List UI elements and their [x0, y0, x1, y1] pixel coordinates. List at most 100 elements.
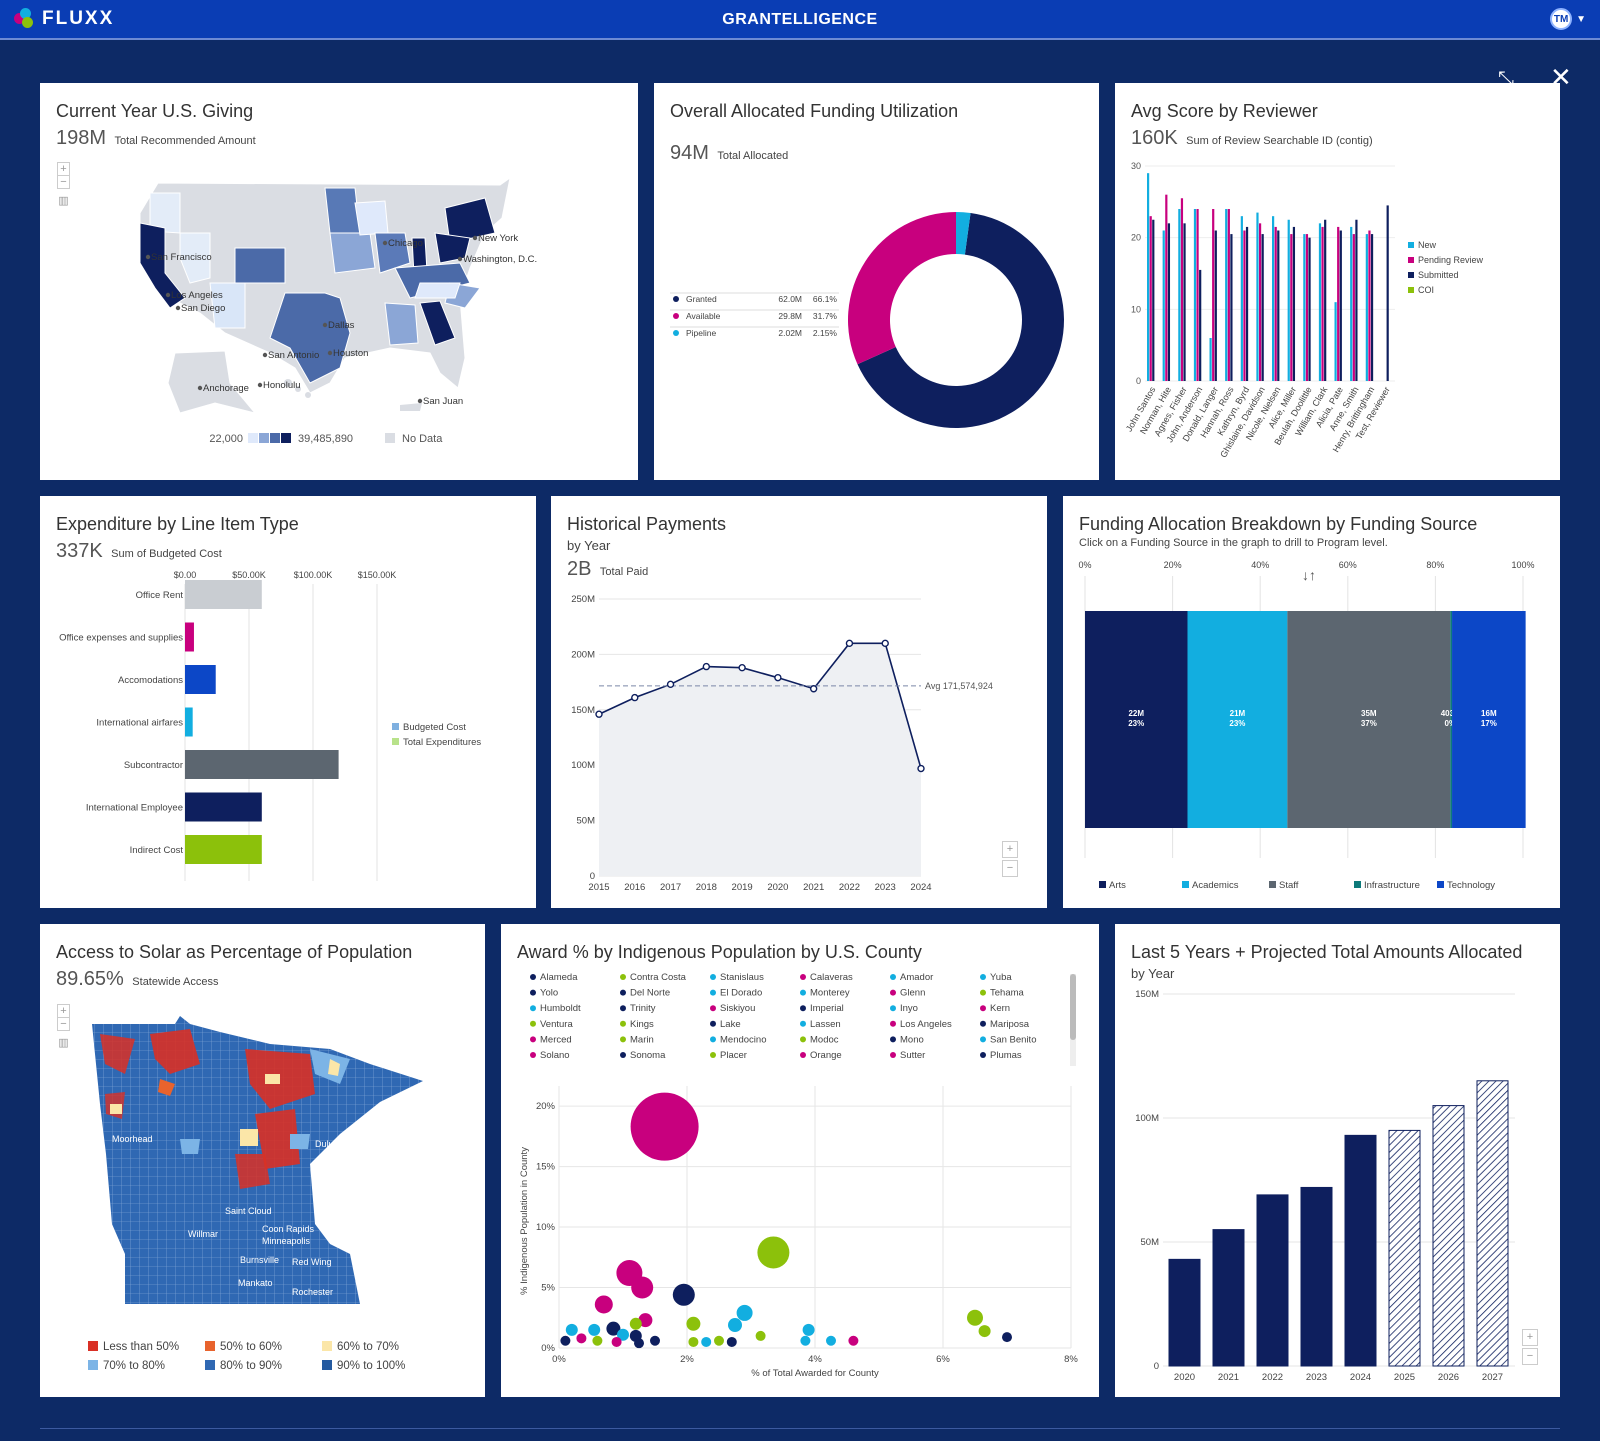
- state-shape[interactable]: [92, 1016, 423, 1304]
- legend-label[interactable]: El Dorado: [720, 988, 762, 999]
- bar[interactable]: [1256, 1194, 1289, 1367]
- bar[interactable]: [185, 835, 262, 864]
- legend-label[interactable]: Modoc: [810, 1034, 839, 1045]
- legend-label[interactable]: Alameda: [540, 972, 578, 983]
- data-point[interactable]: [595, 710, 603, 718]
- funding-breakdown-chart[interactable]: 0% 20% 40% 60% 80% 100%↓↑22M23%21M23%35M37%40…: [1063, 496, 1560, 908]
- bar-submitted[interactable]: [1167, 223, 1171, 381]
- legend-label[interactable]: Humboldt: [540, 1003, 581, 1014]
- legend-label[interactable]: Del Norte: [630, 988, 670, 999]
- legend-label[interactable]: Los Angeles: [900, 1019, 952, 1030]
- bar-pending-review[interactable]: [1258, 223, 1262, 381]
- legend-label[interactable]: 60% to 70%: [337, 1341, 399, 1353]
- bar-new[interactable]: [1272, 216, 1275, 381]
- bar-new[interactable]: [1365, 234, 1368, 381]
- scatter-point[interactable]: [588, 1323, 601, 1336]
- bar-pending-review[interactable]: [1337, 226, 1340, 381]
- bar-new[interactable]: [1256, 212, 1259, 381]
- scatter-point[interactable]: [701, 1336, 712, 1347]
- legend-label[interactable]: Ventura: [540, 1019, 573, 1030]
- legend-label[interactable]: Pending Review: [1418, 255, 1484, 265]
- data-point[interactable]: [702, 662, 711, 671]
- legend-label[interactable]: Staff: [1279, 880, 1299, 891]
- sort-icon[interactable]: ↓↑: [1302, 567, 1316, 583]
- bar-submitted[interactable]: [1386, 205, 1389, 381]
- scatter-point[interactable]: [714, 1335, 724, 1346]
- legend-label[interactable]: Monterey: [810, 988, 850, 999]
- zoom-out-button[interactable]: −: [1002, 860, 1018, 877]
- legend-label[interactable]: COI: [1418, 285, 1434, 295]
- legend-label[interactable]: Plumas: [990, 1050, 1022, 1061]
- donut-slice-pipeline[interactable]: [956, 212, 971, 255]
- legend-label[interactable]: Stanislaus: [720, 972, 764, 983]
- bar-new[interactable]: [1350, 226, 1353, 381]
- chart-icon[interactable]: ▥: [57, 1037, 70, 1049]
- scatter-point[interactable]: [728, 1318, 742, 1333]
- city-marker[interactable]: [322, 322, 328, 328]
- bar-pending-review[interactable]: [1352, 234, 1355, 381]
- legend-label[interactable]: Less than 50%: [103, 1341, 179, 1353]
- bar-submitted[interactable]: [1324, 219, 1327, 381]
- scatter-point[interactable]: [638, 1313, 653, 1328]
- legend-label[interactable]: Academics: [1192, 880, 1239, 891]
- bar-submitted[interactable]: [1339, 230, 1342, 382]
- bar-pending-review[interactable]: [1368, 230, 1371, 382]
- bar-submitted[interactable]: [1199, 269, 1202, 381]
- zoom-in-button[interactable]: +: [1002, 841, 1018, 858]
- data-point[interactable]: [666, 680, 675, 689]
- bar-new[interactable]: [1209, 338, 1212, 381]
- bar-submitted[interactable]: [1214, 230, 1217, 382]
- city-marker[interactable]: [145, 254, 151, 260]
- donut-slice-available[interactable]: [848, 212, 956, 365]
- city-marker[interactable]: [257, 382, 263, 388]
- zoom-out-button[interactable]: −: [57, 175, 70, 189]
- scatter-point[interactable]: [755, 1330, 766, 1341]
- city-marker[interactable]: [262, 352, 268, 358]
- legend-label[interactable]: Yuba: [990, 972, 1012, 983]
- scatter-point[interactable]: [576, 1333, 587, 1344]
- zoom-out-button[interactable]: −: [57, 1017, 70, 1031]
- legend-label[interactable]: Sutter: [900, 1050, 925, 1061]
- legend-label[interactable]: Lassen: [810, 1019, 841, 1030]
- historical-chart[interactable]: 0 50M 100M 150M 200M 250M Avg 171,574,924 2015 2…: [551, 496, 1047, 908]
- legend-label[interactable]: Calaveras: [810, 972, 853, 983]
- scatter-point[interactable]: [802, 1323, 815, 1336]
- bar-projected[interactable]: [1432, 1105, 1465, 1367]
- bar-pending-review[interactable]: [1274, 226, 1277, 381]
- scatter-point[interactable]: [978, 1325, 991, 1338]
- projected-chart[interactable]: 0 50M 100M 150M 2020 2021 2022 2023 2024 2025 2026…: [1115, 924, 1560, 1397]
- bar-new[interactable]: [1334, 302, 1337, 381]
- bar-new[interactable]: [1287, 219, 1290, 381]
- scatter-point[interactable]: [800, 1335, 811, 1346]
- bar-pending-review[interactable]: [1305, 234, 1309, 381]
- scatter-point[interactable]: [686, 1316, 701, 1331]
- data-point[interactable]: [738, 663, 746, 672]
- data-point[interactable]: [917, 764, 925, 773]
- scatter-point[interactable]: [726, 1336, 737, 1347]
- legend-label[interactable]: Lake: [720, 1019, 741, 1030]
- user-menu[interactable]: TM ▼: [1550, 8, 1586, 30]
- bar-pending-review[interactable]: [1321, 226, 1324, 381]
- legend-label[interactable]: Imperial: [810, 1003, 844, 1014]
- segment-infrastructure[interactable]: [1450, 611, 1453, 828]
- legend-label[interactable]: Total Expenditures: [403, 737, 481, 748]
- bar[interactable]: [185, 580, 262, 609]
- legend-label[interactable]: Infrastructure: [1364, 880, 1420, 891]
- city-marker[interactable]: [327, 350, 333, 356]
- scatter-point[interactable]: [650, 1335, 660, 1346]
- chevron-down-icon[interactable]: ▼: [1576, 13, 1586, 25]
- award-scatter-chart[interactable]: Alameda Contra Costa Stanislaus Calaveras Am…: [501, 924, 1099, 1397]
- legend-label[interactable]: New: [1418, 240, 1437, 250]
- bar-pending-review[interactable]: [1290, 234, 1293, 381]
- bar-submitted[interactable]: [1308, 237, 1311, 381]
- legend-label[interactable]: 50% to 60%: [220, 1341, 282, 1353]
- legend-label[interactable]: Amador: [900, 972, 933, 983]
- bar-submitted[interactable]: [1277, 230, 1280, 382]
- bar[interactable]: [185, 665, 216, 694]
- bar-submitted[interactable]: [1355, 219, 1358, 381]
- bar[interactable]: [185, 707, 193, 737]
- bar[interactable]: [1300, 1186, 1333, 1367]
- scatter-point[interactable]: [688, 1336, 699, 1347]
- bar[interactable]: [1212, 1229, 1245, 1367]
- data-point[interactable]: [845, 639, 854, 648]
